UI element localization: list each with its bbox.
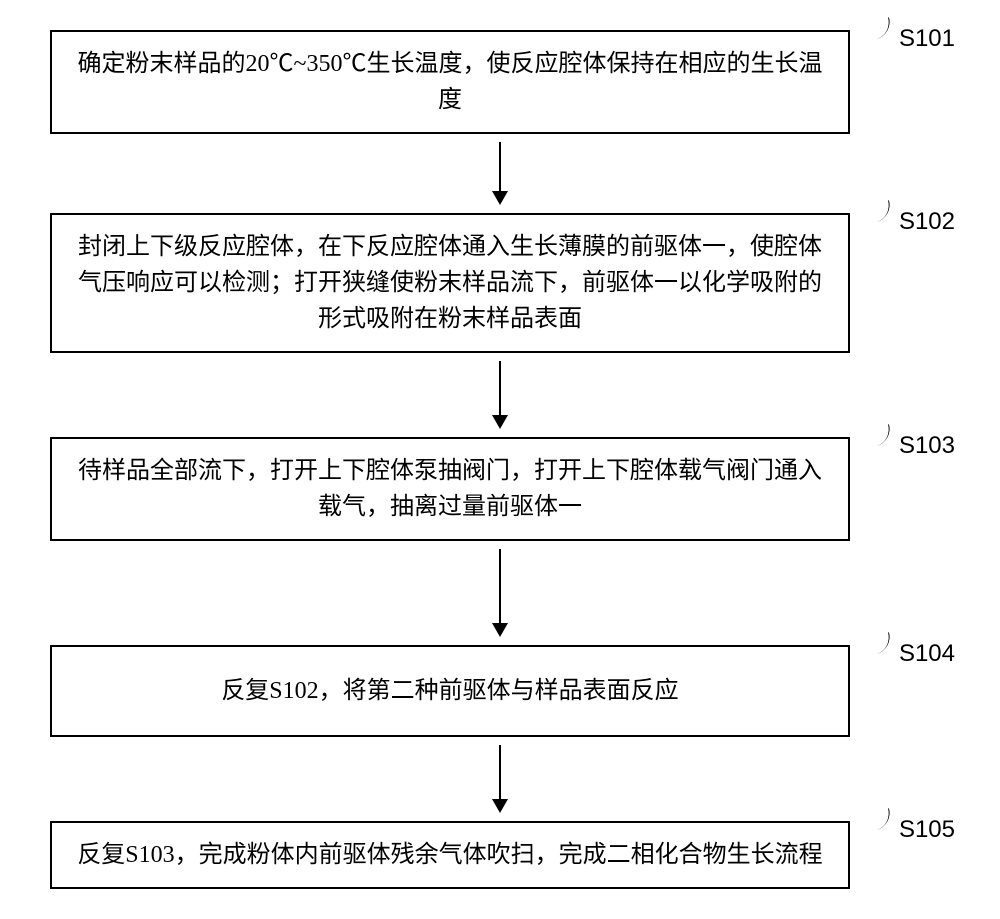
step-label-s102: S102 <box>899 208 955 236</box>
flowchart-container: 确定粉末样品的20℃~350℃生长温度，使反应腔体保持在相应的生长温度 S101… <box>50 30 950 889</box>
arrow-head-icon <box>492 191 508 205</box>
step-label-s103: S103 <box>899 432 955 460</box>
step-row-4: 反复S102，将第二种前驱体与样品表面反应 S104 <box>50 645 950 737</box>
step-label-s105: S105 <box>899 816 955 844</box>
step-box-s102: 封闭上下级反应腔体，在下反应腔体通入生长薄膜的前驱体一，使腔体气压响应可以检测；… <box>50 213 850 353</box>
step-label-s104: S104 <box>899 640 955 668</box>
step-row-1: 确定粉末样品的20℃~350℃生长温度，使反应腔体保持在相应的生长温度 S101 <box>50 30 950 134</box>
arrow-line <box>499 142 501 192</box>
step-text: 确定粉末样品的20℃~350℃生长温度，使反应腔体保持在相应的生长温度 <box>78 51 823 113</box>
step-label-s101: S101 <box>899 25 955 53</box>
bracket-decoration <box>850 200 893 228</box>
arrow-3 <box>492 549 508 637</box>
arrow-head-icon <box>492 623 508 637</box>
arrow-1 <box>492 142 508 205</box>
bracket-decoration <box>850 17 893 45</box>
step-row-5: 反复S103，完成粉体内前驱体残余气体吹扫，完成二相化合物生长流程 S105 <box>50 821 950 889</box>
step-text: 待样品全部流下，打开上下腔体泵抽阀门，打开上下腔体载气阀门通入载气，抽离过量前驱… <box>78 458 822 520</box>
arrow-line <box>499 361 501 416</box>
step-row-2: 封闭上下级反应腔体，在下反应腔体通入生长薄膜的前驱体一，使腔体气压响应可以检测；… <box>50 213 950 353</box>
step-box-s104: 反复S102，将第二种前驱体与样品表面反应 <box>50 645 850 737</box>
step-box-s103: 待样品全部流下，打开上下腔体泵抽阀门，打开上下腔体载气阀门通入载气，抽离过量前驱… <box>50 437 850 541</box>
arrow-head-icon <box>492 415 508 429</box>
step-box-s105: 反复S103，完成粉体内前驱体残余气体吹扫，完成二相化合物生长流程 <box>50 821 850 889</box>
arrow-line <box>499 549 501 624</box>
arrow-4 <box>492 745 508 813</box>
arrow-head-icon <box>492 799 508 813</box>
step-text: 反复S102，将第二种前驱体与样品表面反应 <box>221 678 678 704</box>
bracket-decoration <box>850 424 893 452</box>
arrow-2 <box>492 361 508 429</box>
step-text: 反复S103，完成粉体内前驱体残余气体吹扫，完成二相化合物生长流程 <box>77 842 822 868</box>
arrow-line <box>499 745 501 800</box>
bracket-decoration <box>850 808 893 836</box>
step-text: 封闭上下级反应腔体，在下反应腔体通入生长薄膜的前驱体一，使腔体气压响应可以检测；… <box>78 234 822 332</box>
step-box-s101: 确定粉末样品的20℃~350℃生长温度，使反应腔体保持在相应的生长温度 <box>50 30 850 134</box>
bracket-decoration <box>850 632 893 660</box>
step-row-3: 待样品全部流下，打开上下腔体泵抽阀门，打开上下腔体载气阀门通入载气，抽离过量前驱… <box>50 437 950 541</box>
